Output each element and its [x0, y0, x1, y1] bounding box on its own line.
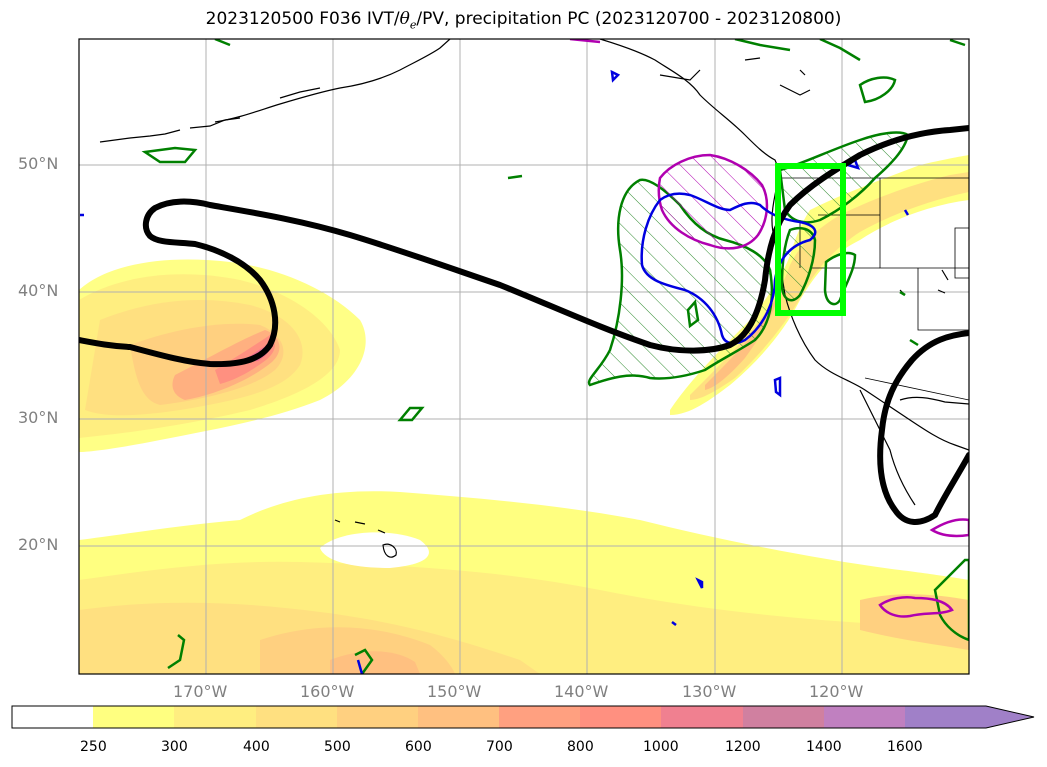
- lat-label-20n: 20°N: [18, 535, 59, 554]
- target-region-box: [775, 163, 846, 316]
- colorbar-tick: 1400: [806, 739, 842, 755]
- lon-label-170w: 170°W: [173, 682, 228, 701]
- magenta-contours: [569, 39, 969, 618]
- lat-label-30n: 30°N: [18, 408, 59, 427]
- lat-label-40n: 40°N: [18, 281, 59, 300]
- colorbar-tick: 600: [405, 739, 432, 755]
- lon-label-160w: 160°W: [300, 682, 355, 701]
- colorbar-tick: 500: [324, 739, 351, 755]
- colorbar-tick: 400: [243, 739, 270, 755]
- figure-title: 2023120500 F036 IVT/θe/PV, precipitation…: [205, 9, 842, 32]
- colorbar-tick: 1000: [643, 739, 679, 755]
- colorbar-tick: 800: [567, 739, 594, 755]
- coastlines: [99, 39, 969, 558]
- lon-label-150w: 150°W: [427, 682, 482, 701]
- gridlines: [79, 39, 969, 674]
- lon-label-140w: 140°W: [554, 682, 609, 701]
- colorbar-tick: 300: [161, 739, 188, 755]
- colorbar-tick: 700: [486, 739, 513, 755]
- pv-contour: [79, 125, 969, 525]
- colorbar-tick: 1600: [887, 739, 923, 755]
- map-frame: [78, 38, 970, 675]
- lat-label-50n: 50°N: [18, 154, 59, 173]
- lon-label-120w: 120°W: [809, 682, 864, 701]
- colorbar-tick: 1200: [725, 739, 761, 755]
- colorbar: [11, 705, 1035, 729]
- lon-label-130w: 130°W: [682, 682, 737, 701]
- colorbar-tick: 250: [80, 739, 107, 755]
